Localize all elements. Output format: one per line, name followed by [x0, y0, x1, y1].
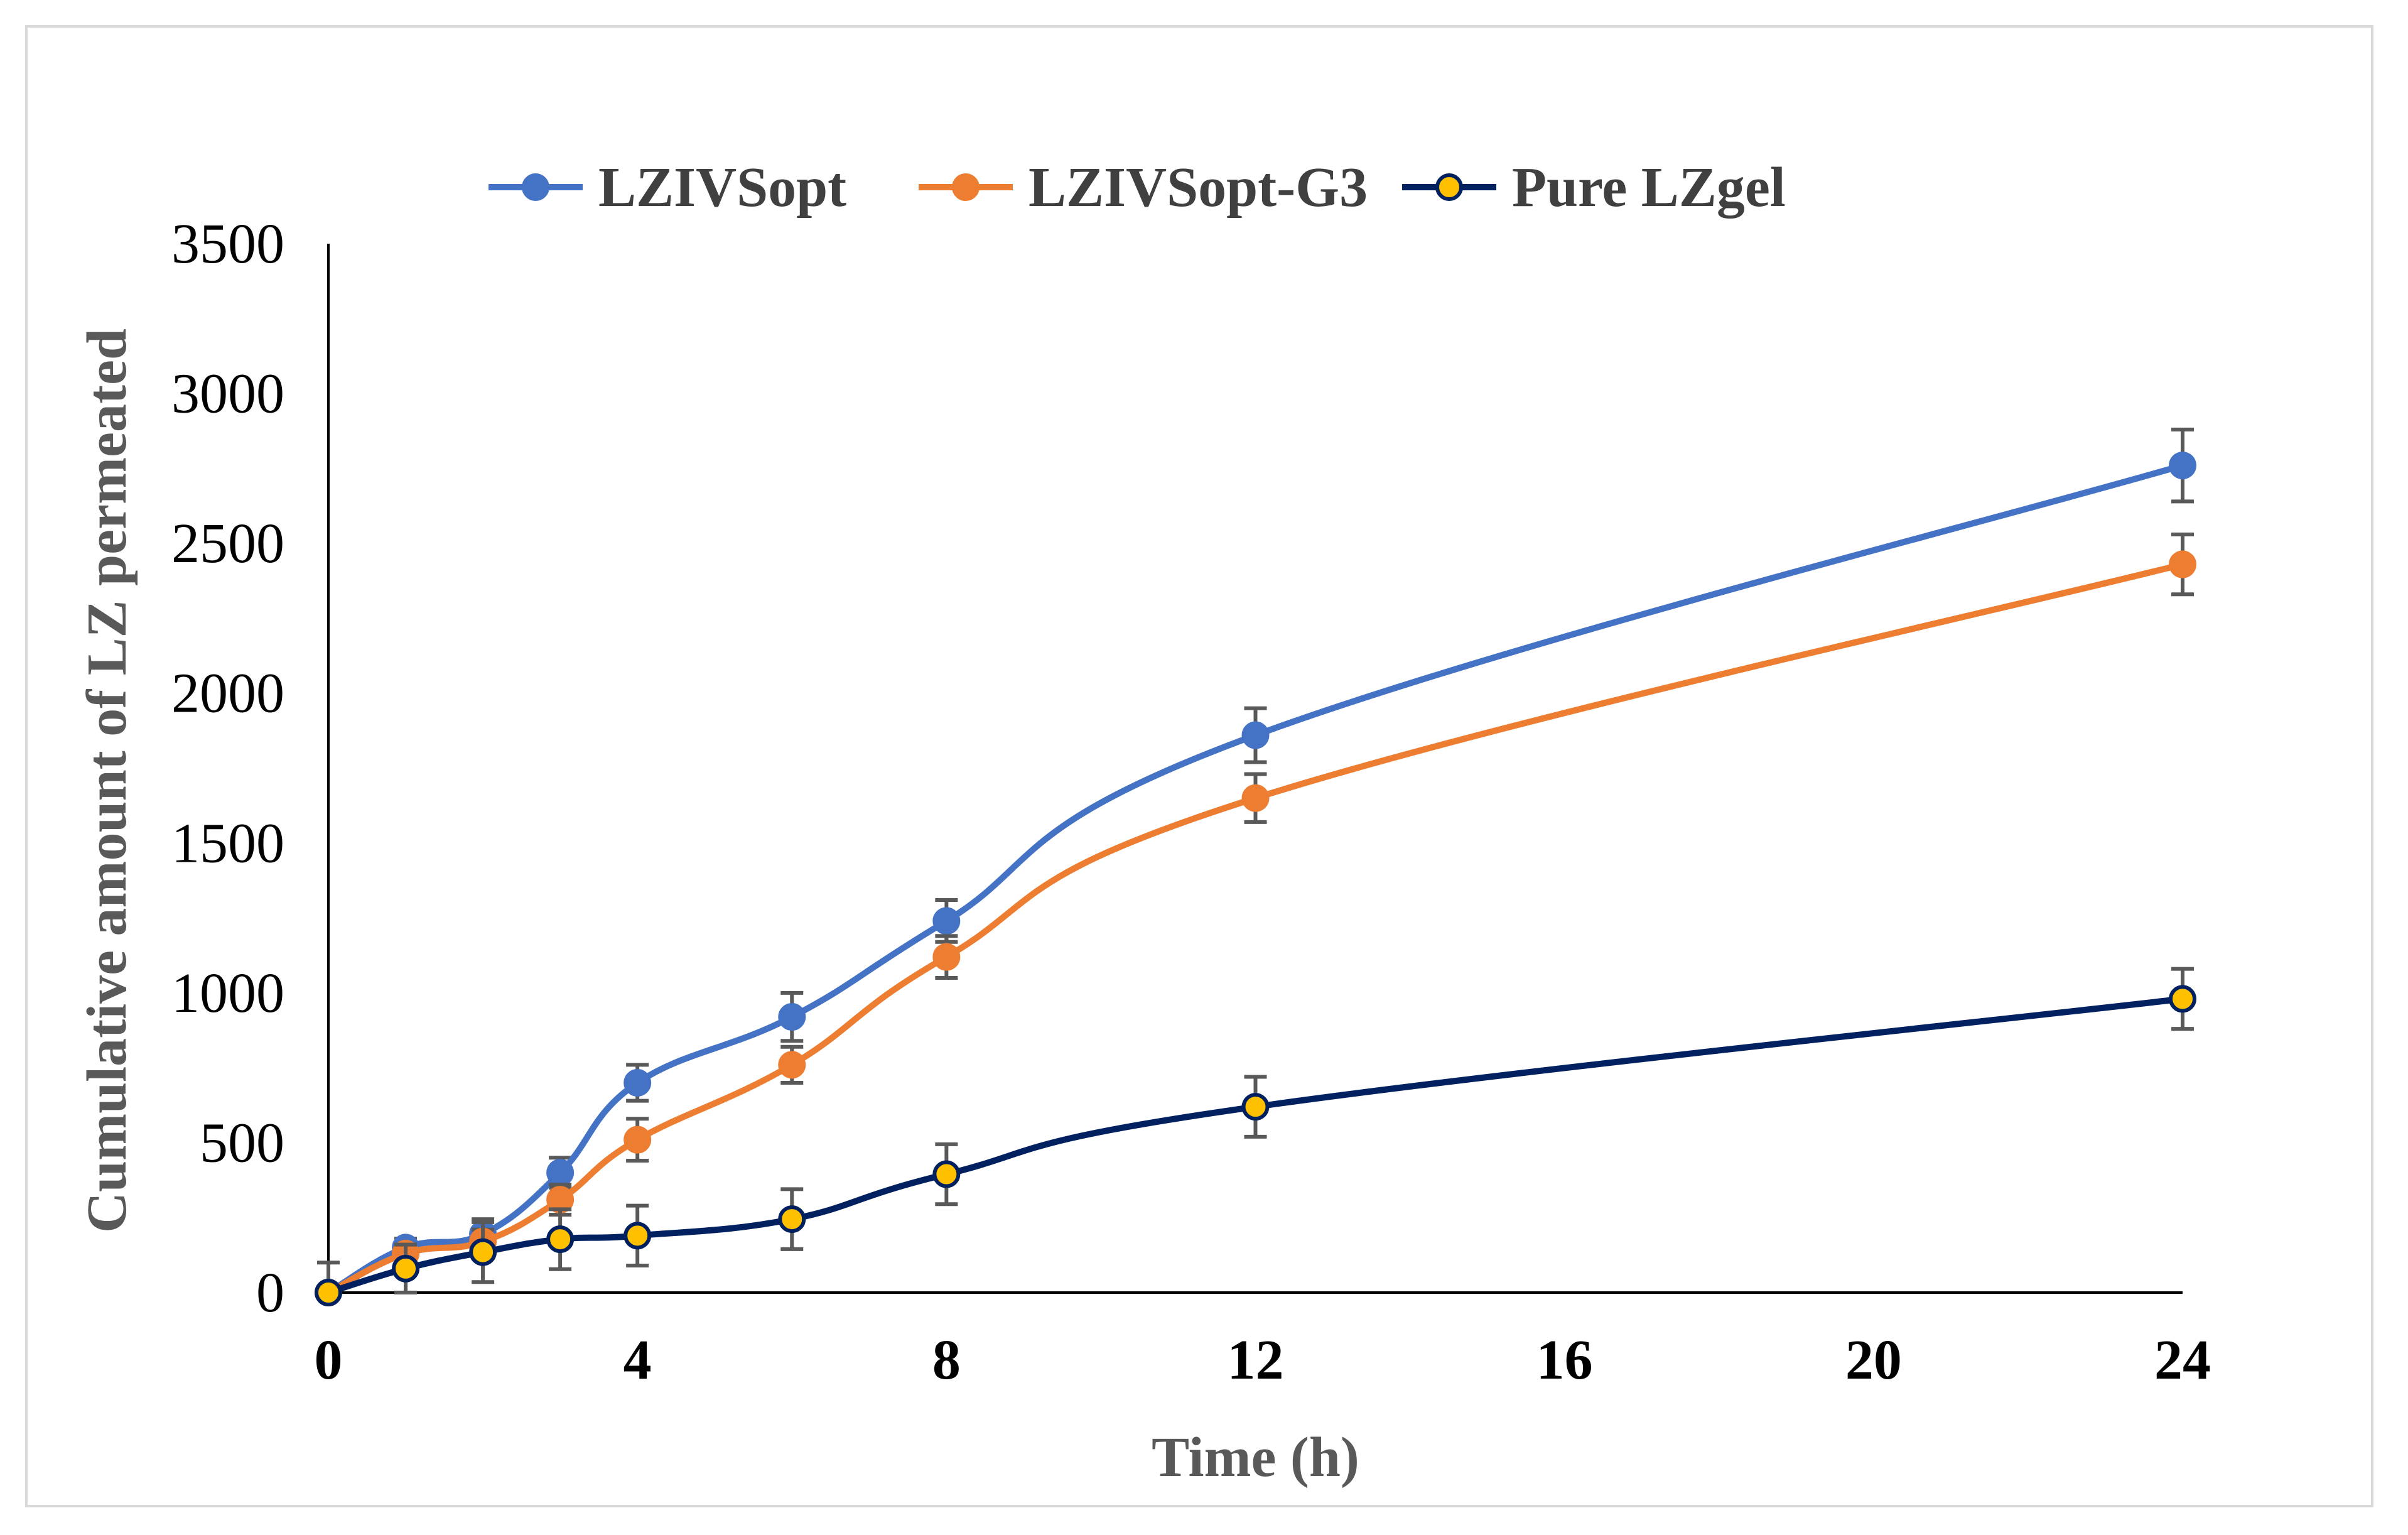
data-point	[778, 1051, 806, 1079]
legend-label: LZIVSopt	[598, 156, 846, 219]
series-2	[315, 967, 2196, 1306]
legend-item-0: LZIVSopt	[489, 156, 846, 219]
data-point	[1241, 784, 1270, 812]
legend-item-2: Pure LZgel	[1402, 156, 1786, 219]
x-tick-label: 20	[1845, 1329, 1902, 1391]
series-line	[327, 462, 2184, 1296]
y-tick-label: 2500	[171, 513, 284, 575]
data-point	[624, 1222, 652, 1250]
legend-label: LZIVSopt-G3	[1029, 156, 1368, 219]
data-point	[624, 1125, 652, 1154]
data-point	[1241, 1093, 1270, 1121]
x-tick-label: 24	[2154, 1329, 2211, 1391]
data-point	[392, 1254, 420, 1283]
data-point	[932, 1160, 961, 1188]
data-point	[469, 1238, 497, 1266]
data-point	[932, 943, 961, 971]
series-0	[315, 427, 2196, 1306]
x-tick-label: 4	[624, 1329, 652, 1391]
y-tick-label: 500	[200, 1112, 284, 1174]
data-point	[315, 1279, 342, 1306]
y-tick-label: 3500	[171, 213, 284, 275]
series-line	[327, 561, 2184, 1296]
legend-label: Pure LZgel	[1512, 156, 1786, 219]
y-tick-label: 2000	[171, 663, 284, 725]
data-point	[546, 1159, 575, 1187]
y-tick-label: 1500	[171, 812, 284, 874]
y-tick-label: 3000	[171, 363, 284, 425]
data-point	[2169, 452, 2196, 480]
x-axis-title: Time (h)	[1152, 1426, 1359, 1489]
data-point	[2169, 550, 2196, 578]
data-point	[932, 907, 961, 935]
data-point	[2169, 985, 2196, 1013]
data-point	[778, 1205, 806, 1234]
x-tick-label: 12	[1228, 1329, 1284, 1391]
axes: 0 500 1000 1500 2000 2500 3000 3500 0 4 8 12 16 20 24	[171, 213, 2211, 1391]
data-point	[546, 1225, 575, 1254]
y-tick-label: 1000	[171, 962, 284, 1024]
legend-item-1: LZIVSopt-G3	[919, 156, 1368, 219]
series-line	[327, 995, 2183, 1296]
x-tick-label: 8	[932, 1329, 961, 1391]
data-point	[1241, 721, 1270, 749]
legend: LZIVSopt LZIVSopt-G3 Pure LZgel	[489, 156, 1786, 219]
x-tick-label: 16	[1536, 1329, 1593, 1391]
x-tick-label: 0	[315, 1329, 343, 1391]
series-1	[315, 532, 2196, 1306]
data-point	[778, 1003, 806, 1031]
y-axis-title: Cumulative amount of LZ permeated	[76, 328, 138, 1233]
legend-marker	[952, 173, 980, 201]
legend-marker	[1435, 173, 1463, 201]
y-tick-label: 0	[256, 1262, 284, 1324]
series-layer	[315, 427, 2196, 1306]
legend-marker	[522, 173, 549, 201]
data-point	[624, 1069, 652, 1097]
